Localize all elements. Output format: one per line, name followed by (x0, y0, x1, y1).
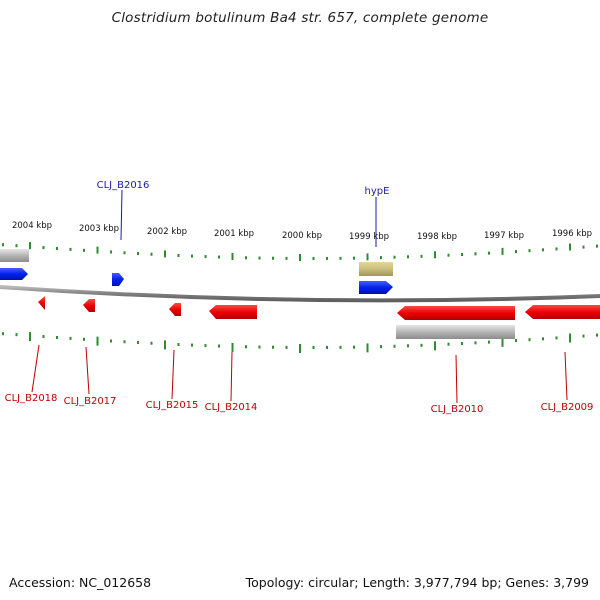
gene-feature-blue[interactable] (0, 268, 28, 280)
gene-label-clj-b2017[interactable]: CLJ_B2017 (64, 396, 117, 407)
leader-line (230, 351, 233, 402)
gene-clj-b2015-feature[interactable] (169, 303, 181, 316)
gene-label-hype[interactable]: hypE (365, 186, 390, 197)
scale-label: 2004 kbp (12, 221, 52, 231)
gene-hype-feature[interactable] (359, 281, 393, 294)
accession-text: Accession: NC_012658 (9, 575, 152, 590)
gene-label-clj-b2010[interactable]: CLJ_B2010 (431, 404, 484, 415)
genome-summary-text: Topology: circular; Length: 3,977,794 bp… (245, 575, 589, 590)
gene-feature-gray[interactable] (0, 249, 29, 262)
scale-label: 2001 kbp (214, 229, 254, 239)
gene-clj-b2017-feature[interactable] (83, 299, 95, 312)
scale-label: 1999 kbp (349, 232, 389, 242)
lower-scale-ticks (2, 332, 598, 353)
leader-line (455, 354, 458, 404)
gene-clj-b2016-feature[interactable] (112, 273, 124, 286)
scale-label: 2002 kbp (147, 227, 187, 237)
scale-label: 1996 kbp (552, 229, 592, 239)
scale-label: 1997 kbp (484, 231, 524, 241)
map-title: Clostridium botulinum Ba4 str. 657, comp… (111, 10, 489, 26)
gene-clj-b2014-feature[interactable] (209, 305, 257, 319)
gene-clj-b2009-feature[interactable] (525, 305, 600, 319)
gene-feature-gray[interactable] (396, 325, 515, 339)
upper-scale-ticks (2, 242, 598, 261)
gene-clj-b2010-feature[interactable] (397, 306, 515, 320)
leader-line (564, 351, 568, 401)
gene-clj-b2018-feature[interactable] (38, 296, 45, 310)
gene-label-clj-b2015[interactable]: CLJ_B2015 (146, 400, 199, 411)
scale-label: 2000 kbp (282, 231, 322, 241)
gene-label-clj-b2014[interactable]: CLJ_B2014 (205, 402, 258, 413)
gene-label-clj-b2009[interactable]: CLJ_B2009 (541, 402, 594, 413)
gene-label-clj-b2016[interactable]: CLJ_B2016 (97, 180, 150, 191)
leader-line (120, 189, 123, 241)
leader-line (85, 346, 90, 395)
scale-label: 2003 kbp (79, 224, 119, 234)
leader-line (31, 344, 40, 393)
scale-label: 1998 kbp (417, 232, 457, 242)
genome-backbone (0, 285, 600, 303)
misc-feature-khaki[interactable] (359, 262, 393, 276)
leader-line (171, 349, 175, 400)
gene-label-clj-b2018[interactable]: CLJ_B2018 (5, 393, 58, 404)
